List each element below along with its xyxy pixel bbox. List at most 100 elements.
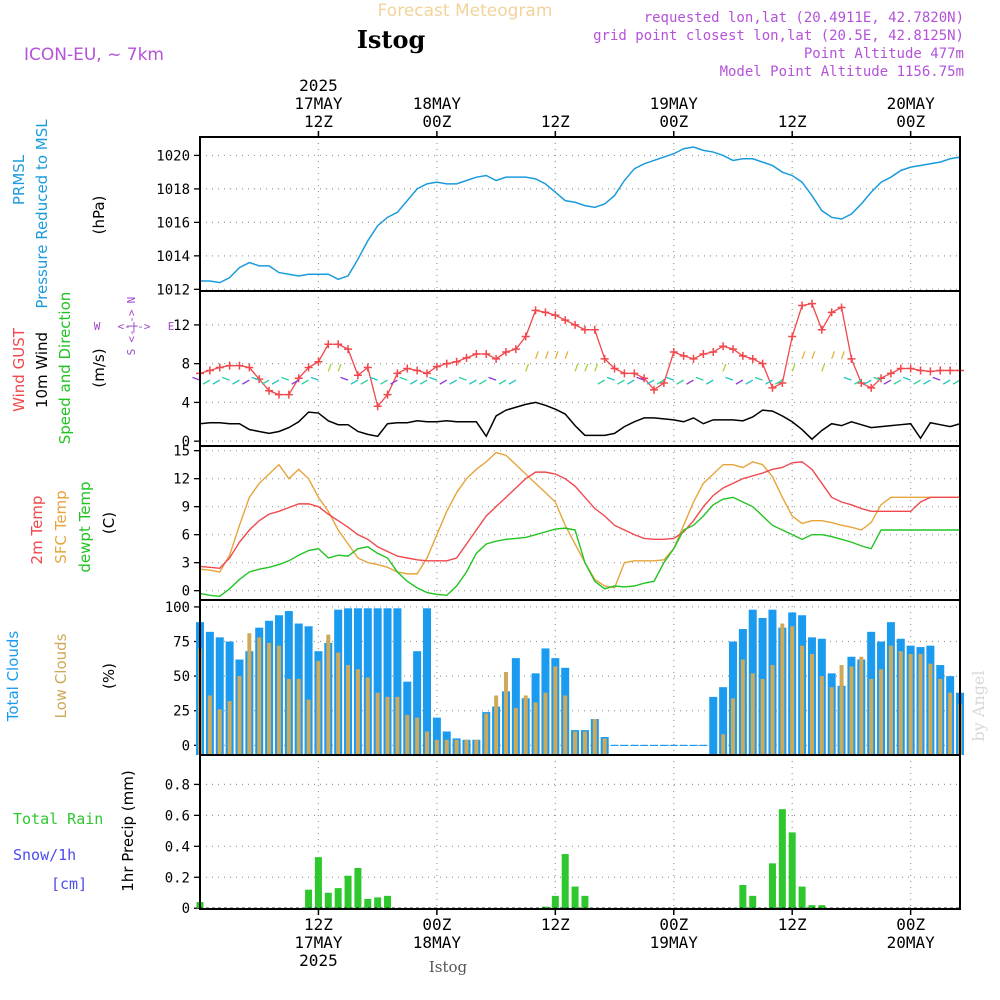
wind-arrow (863, 379, 872, 385)
y-tick-label: 100 (165, 600, 190, 616)
low-clouds-bar (721, 734, 726, 755)
low-clouds-bar (454, 739, 459, 755)
low-clouds-bar (207, 695, 212, 755)
wind-arrow (725, 376, 734, 381)
y-tick-label: 1014 (156, 249, 190, 265)
total-clouds-bar (640, 744, 649, 747)
top-axis-label: 00Z (896, 112, 925, 131)
y-tick-label: 0.6 (165, 808, 190, 824)
low-clouds-bar (839, 665, 844, 755)
panel-frame (199, 445, 961, 601)
wind-arrow (380, 379, 388, 385)
wind-arrow (564, 351, 569, 360)
low-clouds-bar (474, 739, 479, 755)
gust-marker (561, 316, 570, 325)
low-clouds-bar (513, 707, 518, 755)
low-clouds-bar (898, 651, 903, 755)
north-south-axis: <-|-> (125, 309, 138, 342)
wind-unit: (m/s) (90, 348, 108, 387)
rain-bar (364, 898, 372, 909)
rain-bar (541, 906, 549, 909)
dewpt-label: dewpt Temp (76, 481, 94, 572)
top-axis-label: 2025 (299, 76, 338, 95)
gust-marker (817, 325, 826, 334)
wind-arrow (831, 351, 836, 360)
gust-marker (521, 332, 530, 341)
total-clouds-bar (650, 744, 659, 747)
gust-marker (788, 332, 797, 341)
wind-arrow (801, 351, 806, 360)
rain-bar (561, 854, 569, 909)
bottom-axis-label: 00Z (659, 915, 688, 934)
gust-line (199, 302, 960, 408)
low-clouds-bar (227, 701, 232, 755)
gust-marker (482, 349, 491, 358)
wind-arrow (666, 376, 674, 381)
panel-frame (199, 599, 961, 756)
low-clouds-bar (888, 645, 893, 755)
gust-marker (571, 320, 580, 329)
top-axis-label: 12Z (541, 112, 570, 131)
total-clouds-bar (205, 631, 214, 755)
rain-bar (808, 905, 816, 909)
total-clouds-bar (413, 651, 422, 755)
y-tick-label: 12 (173, 472, 190, 488)
low-clouds-bar (464, 739, 469, 755)
gust-marker (274, 390, 283, 399)
total-clouds-bar (373, 608, 382, 755)
wind-arrow (705, 379, 714, 385)
wind-arrow (232, 379, 240, 385)
wind-arrow (854, 379, 862, 385)
gust-marker (709, 348, 718, 357)
low-clouds-bar (869, 678, 874, 755)
bottom-axis-label: 12Z (778, 915, 807, 934)
low-clouds-bar (533, 702, 538, 755)
y-tick-label: 0 (182, 584, 190, 600)
gust-marker (452, 357, 461, 366)
wind-label: 10m Wind (33, 332, 51, 408)
rain-bar (749, 895, 757, 909)
low-clouds-bar (780, 623, 785, 755)
temperature-panel: 2m Temp SFC Temp dewpt Temp (C) 0 3 6 9 12 15 (28, 444, 961, 601)
gust-marker (758, 359, 767, 368)
y-tick-label: 0.8 (165, 777, 190, 793)
low-clouds-bar (286, 678, 291, 755)
wind-arrow (676, 379, 684, 385)
total-clouds-bar (620, 744, 629, 747)
gust-marker (679, 351, 688, 360)
bottom-axis-label: 12Z (541, 915, 570, 934)
y-tick-label: 0.2 (165, 870, 190, 886)
panel-frame (199, 754, 961, 910)
total-clouds-bar (679, 744, 688, 747)
low-clouds-bar (849, 666, 854, 755)
y-tick-label: 9 (182, 500, 190, 516)
low-clouds-bar (306, 699, 311, 755)
y-tick-label: 4 (182, 395, 190, 411)
gust-marker (344, 345, 353, 354)
low-clouds-bar (405, 714, 410, 755)
low-clouds-bar (573, 731, 578, 755)
top-axis-label: 18MAY (413, 94, 462, 113)
gust-marker (798, 301, 807, 310)
gust-marker (393, 369, 402, 378)
gust-marker (699, 349, 708, 358)
wind-arrow (271, 379, 280, 385)
wind-arrow (735, 379, 744, 385)
total-clouds-bar (610, 744, 619, 747)
wind-arrow (212, 379, 221, 385)
gust-marker (877, 374, 886, 383)
wind-arrow (337, 363, 342, 372)
wind-arrow (873, 376, 882, 381)
wind-arrow (902, 376, 911, 381)
wind-arrow (498, 379, 507, 385)
gust-marker (936, 366, 945, 375)
wind-arrow (310, 376, 319, 381)
low-clouds-bar (365, 677, 370, 755)
gust-marker (847, 354, 856, 363)
gust-marker (413, 366, 422, 375)
wind-arrow (722, 363, 727, 372)
wind-arrow (478, 379, 487, 385)
prmsl-line (200, 146, 961, 284)
low-clouds-bar (770, 665, 775, 755)
y-tick-label: 12 (173, 318, 190, 334)
